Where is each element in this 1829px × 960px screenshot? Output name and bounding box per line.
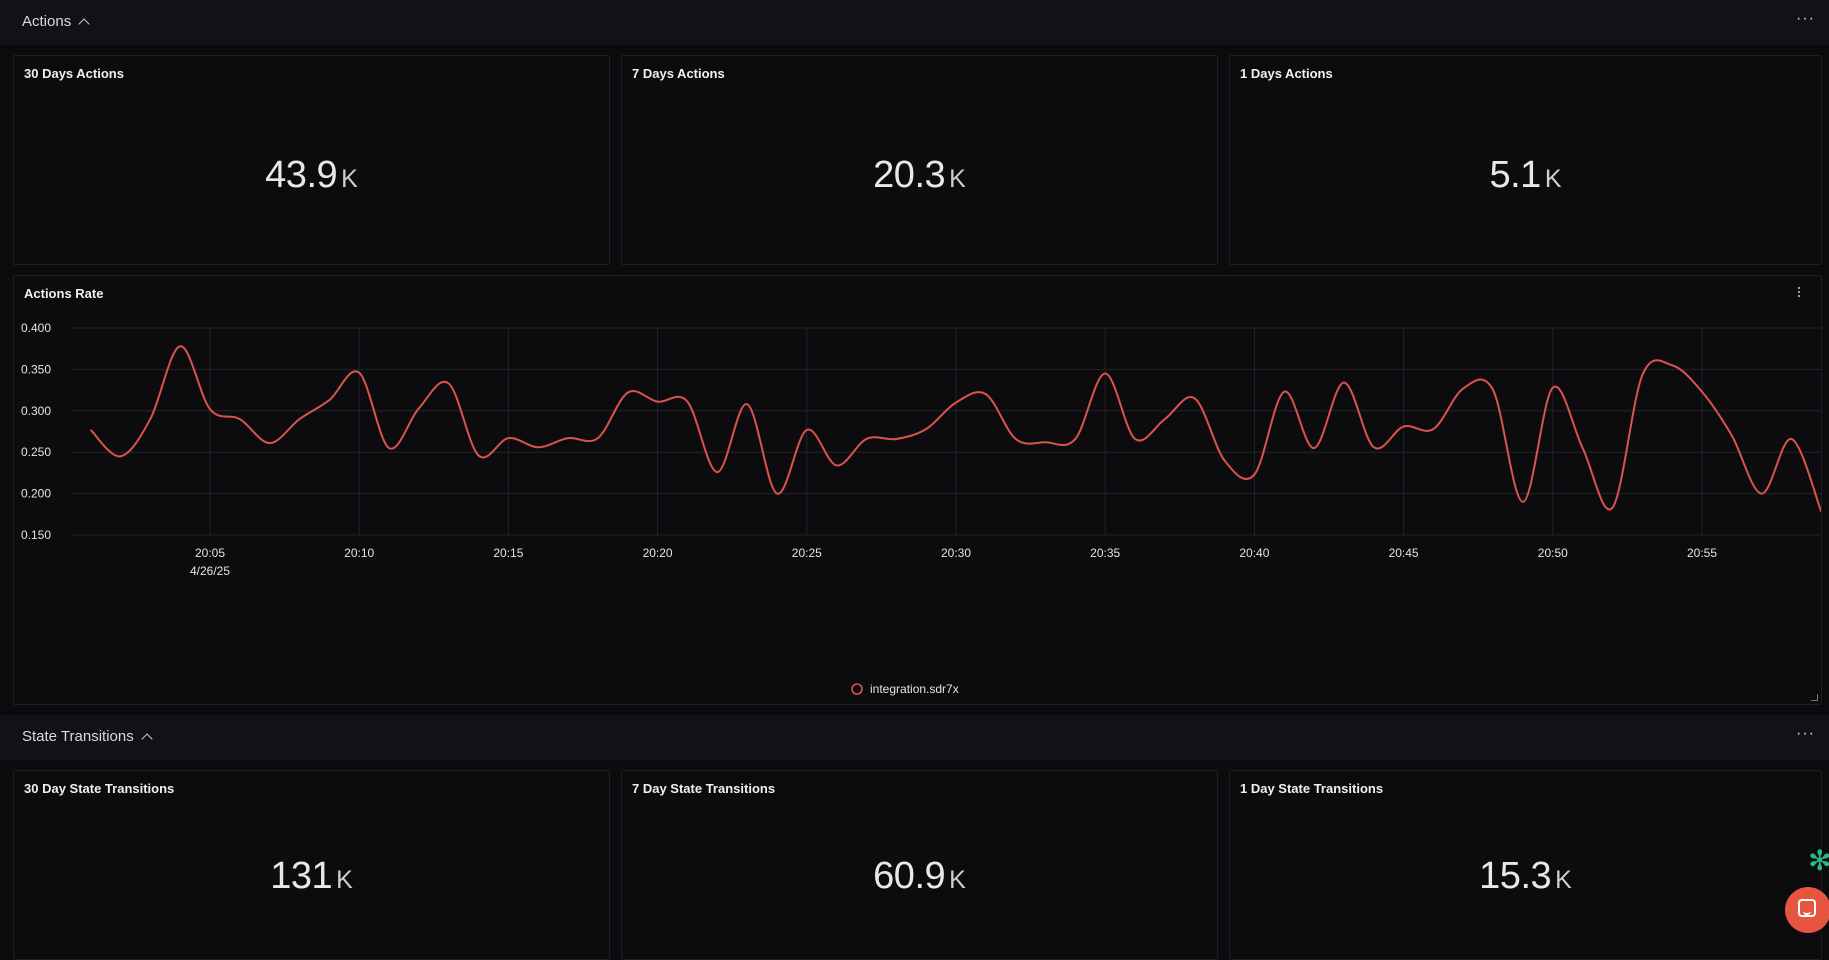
more-horizontal-icon[interactable]: ··· xyxy=(1796,725,1815,742)
stat-panel-30-day-state-transitions: 30 Day State Transitions 131 K xyxy=(13,770,610,960)
actions-rate-chart: 0.400 0.350 0.300 0.250 0.200 0.150 20:05 4/26… xyxy=(21,321,1821,696)
section-header-actions: Actions ··· xyxy=(0,0,1829,45)
chart-series xyxy=(89,345,1821,513)
x-tick-label: 20:30 xyxy=(941,546,971,560)
panel-title: 7 Day State Transitions xyxy=(632,781,776,796)
stat-unit: K xyxy=(949,865,966,894)
stat-value: 131 xyxy=(270,854,333,897)
chart-grid xyxy=(71,327,1821,536)
section-title-state-transitions: State Transitions xyxy=(22,728,134,745)
chart-title: Actions Rate xyxy=(24,286,104,301)
panel-title: 1 Day State Transitions xyxy=(1240,781,1384,796)
x-tick-label: 20:55 xyxy=(1687,546,1717,560)
x-tick-label: 20:40 xyxy=(1239,546,1269,560)
assistant-icon[interactable]: ✻ xyxy=(1808,845,1829,876)
section-header-state-transitions: State Transitions ··· xyxy=(0,715,1829,760)
panel-title: 30 Day State Transitions xyxy=(24,781,175,796)
chevron-up-icon xyxy=(78,18,90,30)
y-tick-label: 0.400 xyxy=(21,321,51,335)
y-tick-label: 0.200 xyxy=(21,487,51,501)
stat-value: 43.9 xyxy=(265,153,338,196)
y-axis-ticks: 0.400 0.350 0.300 0.250 0.200 0.150 xyxy=(21,321,51,542)
panel-title: 30 Days Actions xyxy=(24,66,124,81)
more-vertical-icon[interactable] xyxy=(1798,287,1801,301)
y-tick-label: 0.300 xyxy=(21,404,51,418)
x-axis-ticks: 20:05 4/26/25 20:10 20:15 20:20 20:25 20:30 20:… xyxy=(190,546,1717,578)
stat-value: 15.3 xyxy=(1479,854,1552,897)
y-tick-label: 0.150 xyxy=(21,528,51,542)
section-toggle-state-transitions[interactable]: State Transitions xyxy=(22,728,153,745)
more-horizontal-icon[interactable]: ··· xyxy=(1796,10,1815,27)
stat-unit: K xyxy=(949,164,966,193)
panel-title: 7 Days Actions xyxy=(632,66,725,81)
x-tick-label: 20:35 xyxy=(1090,546,1120,560)
stat-display: 15.3 K xyxy=(1230,816,1821,926)
stat-unit: K xyxy=(1544,164,1562,193)
y-tick-label: 0.250 xyxy=(21,445,51,459)
x-tick-label: 20:15 xyxy=(493,546,523,560)
chat-launcher-button[interactable] xyxy=(1785,887,1829,933)
stat-display: 60.9 K xyxy=(622,816,1217,926)
chevron-up-icon xyxy=(141,733,153,745)
x-tick-label: 20:50 xyxy=(1538,546,1568,560)
stat-display: 5.1 K xyxy=(1230,56,1821,264)
resize-handle[interactable] xyxy=(1811,694,1818,701)
stat-value: 20.3 xyxy=(873,153,946,196)
x-tick-label: 20:10 xyxy=(344,546,374,560)
stat-display: 43.9 K xyxy=(14,56,609,264)
x-tick-label: 20:20 xyxy=(643,546,673,560)
chat-icon xyxy=(1798,899,1816,917)
stat-unit: K xyxy=(1555,865,1572,894)
stat-value: 60.9 xyxy=(873,854,946,897)
x-tick-label: 20:45 xyxy=(1389,546,1419,560)
section-toggle-actions[interactable]: Actions xyxy=(22,13,90,30)
stat-panel-1-days-actions: 1 Days Actions 5.1 K xyxy=(1229,55,1822,265)
legend-label: integration.sdr7x xyxy=(870,682,959,696)
series-line xyxy=(89,345,1821,513)
chart-panel-actions-rate: Actions Rate 0.400 0.350 0.300 0.250 0.200 0.… xyxy=(13,275,1822,705)
stat-unit: K xyxy=(341,164,358,193)
section-title-actions: Actions xyxy=(22,13,72,30)
y-tick-label: 0.350 xyxy=(21,362,51,376)
stat-panel-30-days-actions: 30 Days Actions 43.9 K xyxy=(13,55,610,265)
stat-panel-7-days-actions: 7 Days Actions 20.3 K xyxy=(621,55,1218,265)
x-tick-label: 20:05 xyxy=(195,546,225,560)
stat-display: 131 K xyxy=(14,816,609,926)
stat-panel-1-day-state-transitions: 1 Day State Transitions 15.3 K xyxy=(1229,770,1822,960)
stat-unit: K xyxy=(336,865,353,894)
x-tick-label: 20:25 xyxy=(792,546,822,560)
stat-panel-7-day-state-transitions: 7 Day State Transitions 60.9 K xyxy=(621,770,1218,960)
stat-value: 5.1 xyxy=(1489,153,1541,196)
chart-legend: integration.sdr7x xyxy=(851,682,959,696)
legend-swatch xyxy=(851,683,863,695)
panel-title: 1 Days Actions xyxy=(1240,66,1333,81)
x-tick-sublabel: 4/26/25 xyxy=(190,564,230,578)
stat-display: 20.3 K xyxy=(622,56,1217,264)
